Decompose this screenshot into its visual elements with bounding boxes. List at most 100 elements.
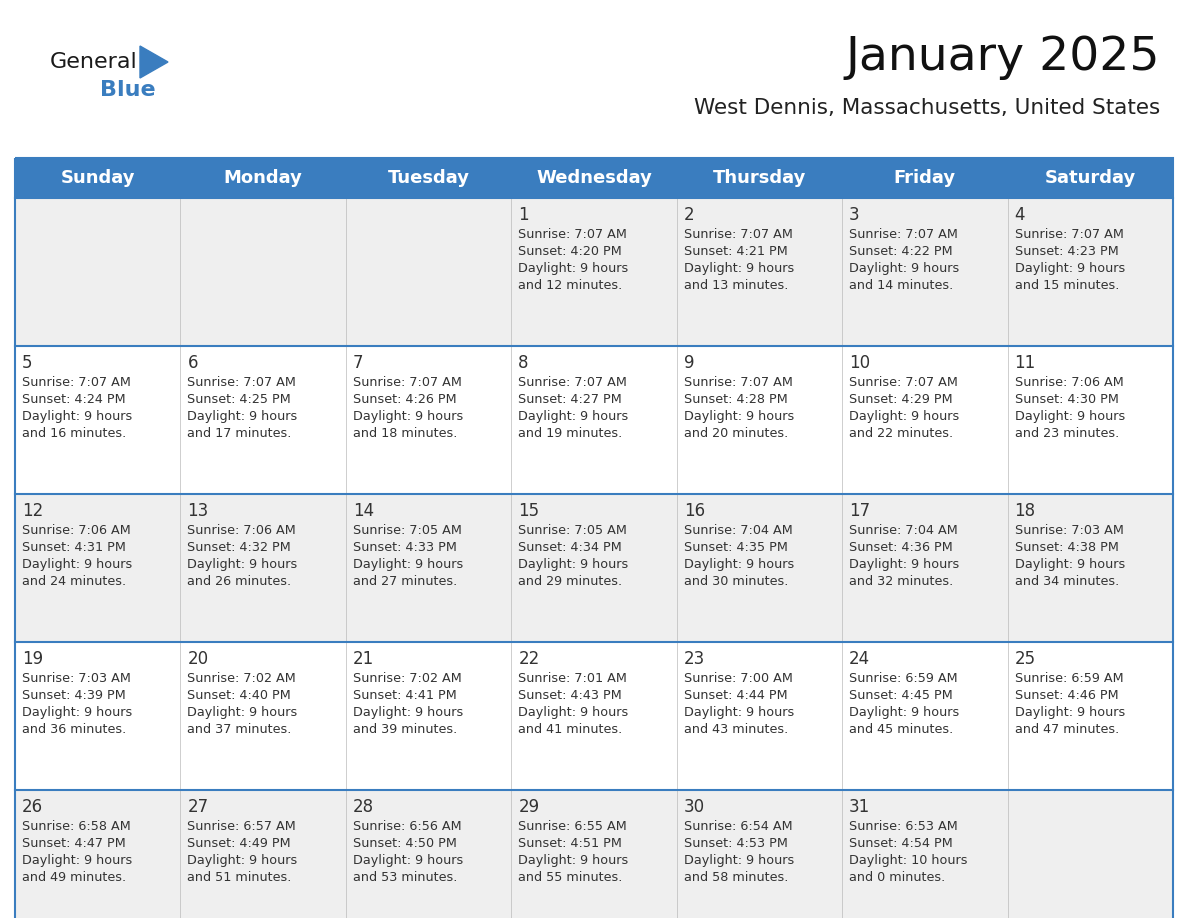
Text: Monday: Monday <box>223 169 303 187</box>
Text: Daylight: 9 hours: Daylight: 9 hours <box>23 706 132 719</box>
Text: Sunrise: 7:06 AM: Sunrise: 7:06 AM <box>23 524 131 537</box>
Text: Daylight: 9 hours: Daylight: 9 hours <box>518 706 628 719</box>
Text: and 37 minutes.: and 37 minutes. <box>188 723 292 736</box>
Text: Daylight: 9 hours: Daylight: 9 hours <box>518 410 628 423</box>
Text: and 17 minutes.: and 17 minutes. <box>188 427 292 440</box>
Text: Thursday: Thursday <box>713 169 807 187</box>
Text: Sunset: 4:31 PM: Sunset: 4:31 PM <box>23 541 126 554</box>
Text: and 30 minutes.: and 30 minutes. <box>684 575 788 588</box>
Text: Sunset: 4:20 PM: Sunset: 4:20 PM <box>518 245 623 258</box>
Text: and 45 minutes.: and 45 minutes. <box>849 723 954 736</box>
Text: and 16 minutes.: and 16 minutes. <box>23 427 126 440</box>
Text: and 39 minutes.: and 39 minutes. <box>353 723 457 736</box>
Text: Sunrise: 6:59 AM: Sunrise: 6:59 AM <box>849 672 958 685</box>
Text: 14: 14 <box>353 502 374 520</box>
Text: Friday: Friday <box>893 169 956 187</box>
Text: Daylight: 9 hours: Daylight: 9 hours <box>353 558 463 571</box>
Text: Sunrise: 7:01 AM: Sunrise: 7:01 AM <box>518 672 627 685</box>
Text: Blue: Blue <box>100 80 156 100</box>
Text: 6: 6 <box>188 354 198 372</box>
Text: Daylight: 10 hours: Daylight: 10 hours <box>849 854 968 867</box>
Text: Sunrise: 7:02 AM: Sunrise: 7:02 AM <box>188 672 296 685</box>
Text: 22: 22 <box>518 650 539 668</box>
Text: Sunrise: 7:04 AM: Sunrise: 7:04 AM <box>684 524 792 537</box>
Text: 5: 5 <box>23 354 32 372</box>
Text: Tuesday: Tuesday <box>387 169 469 187</box>
Text: Daylight: 9 hours: Daylight: 9 hours <box>684 706 794 719</box>
Text: Daylight: 9 hours: Daylight: 9 hours <box>684 558 794 571</box>
Text: Daylight: 9 hours: Daylight: 9 hours <box>684 262 794 275</box>
Text: and 13 minutes.: and 13 minutes. <box>684 279 788 292</box>
Text: 20: 20 <box>188 650 209 668</box>
Text: West Dennis, Massachusetts, United States: West Dennis, Massachusetts, United State… <box>694 98 1159 118</box>
Text: and 24 minutes.: and 24 minutes. <box>23 575 126 588</box>
Text: Sunrise: 7:06 AM: Sunrise: 7:06 AM <box>1015 376 1124 389</box>
Text: Daylight: 9 hours: Daylight: 9 hours <box>188 854 298 867</box>
Text: 31: 31 <box>849 798 871 816</box>
Text: 9: 9 <box>684 354 694 372</box>
Text: and 23 minutes.: and 23 minutes. <box>1015 427 1119 440</box>
Text: Sunrise: 6:54 AM: Sunrise: 6:54 AM <box>684 820 792 833</box>
Text: Daylight: 9 hours: Daylight: 9 hours <box>188 558 298 571</box>
Text: Sunset: 4:27 PM: Sunset: 4:27 PM <box>518 393 623 406</box>
Text: Daylight: 9 hours: Daylight: 9 hours <box>849 706 960 719</box>
Text: Sunset: 4:26 PM: Sunset: 4:26 PM <box>353 393 456 406</box>
Text: Sunset: 4:34 PM: Sunset: 4:34 PM <box>518 541 623 554</box>
Text: 10: 10 <box>849 354 871 372</box>
Text: 27: 27 <box>188 798 209 816</box>
Text: Sunset: 4:46 PM: Sunset: 4:46 PM <box>1015 689 1118 702</box>
Text: Sunrise: 7:07 AM: Sunrise: 7:07 AM <box>849 376 958 389</box>
Text: Sunset: 4:36 PM: Sunset: 4:36 PM <box>849 541 953 554</box>
Text: 18: 18 <box>1015 502 1036 520</box>
Text: Sunset: 4:39 PM: Sunset: 4:39 PM <box>23 689 126 702</box>
Text: 30: 30 <box>684 798 704 816</box>
Text: Sunrise: 7:07 AM: Sunrise: 7:07 AM <box>518 376 627 389</box>
Text: Sunrise: 7:07 AM: Sunrise: 7:07 AM <box>1015 228 1124 241</box>
Text: Sunset: 4:53 PM: Sunset: 4:53 PM <box>684 837 788 850</box>
Text: January 2025: January 2025 <box>846 36 1159 81</box>
Text: Sunday: Sunday <box>61 169 135 187</box>
Text: and 43 minutes.: and 43 minutes. <box>684 723 788 736</box>
Text: and 32 minutes.: and 32 minutes. <box>849 575 954 588</box>
Text: Sunset: 4:23 PM: Sunset: 4:23 PM <box>1015 245 1118 258</box>
Text: Sunset: 4:43 PM: Sunset: 4:43 PM <box>518 689 623 702</box>
Text: Daylight: 9 hours: Daylight: 9 hours <box>1015 706 1125 719</box>
Text: Daylight: 9 hours: Daylight: 9 hours <box>23 558 132 571</box>
Text: Daylight: 9 hours: Daylight: 9 hours <box>23 854 132 867</box>
Bar <box>15 346 1173 494</box>
Text: 2: 2 <box>684 206 694 224</box>
Text: Daylight: 9 hours: Daylight: 9 hours <box>518 558 628 571</box>
Text: and 55 minutes.: and 55 minutes. <box>518 871 623 884</box>
Text: and 41 minutes.: and 41 minutes. <box>518 723 623 736</box>
Text: Daylight: 9 hours: Daylight: 9 hours <box>684 854 794 867</box>
Text: and 0 minutes.: and 0 minutes. <box>849 871 946 884</box>
Text: Sunrise: 7:05 AM: Sunrise: 7:05 AM <box>518 524 627 537</box>
Text: Sunrise: 7:06 AM: Sunrise: 7:06 AM <box>188 524 296 537</box>
Text: Sunset: 4:50 PM: Sunset: 4:50 PM <box>353 837 456 850</box>
Bar <box>15 642 1173 790</box>
Text: Sunrise: 6:55 AM: Sunrise: 6:55 AM <box>518 820 627 833</box>
Text: Daylight: 9 hours: Daylight: 9 hours <box>849 262 960 275</box>
Text: Sunrise: 7:07 AM: Sunrise: 7:07 AM <box>684 228 792 241</box>
Text: Sunset: 4:32 PM: Sunset: 4:32 PM <box>188 541 291 554</box>
Text: Daylight: 9 hours: Daylight: 9 hours <box>188 706 298 719</box>
Text: Sunrise: 6:56 AM: Sunrise: 6:56 AM <box>353 820 461 833</box>
Text: 15: 15 <box>518 502 539 520</box>
Text: Sunrise: 6:59 AM: Sunrise: 6:59 AM <box>1015 672 1123 685</box>
Text: and 26 minutes.: and 26 minutes. <box>188 575 291 588</box>
Text: Sunset: 4:44 PM: Sunset: 4:44 PM <box>684 689 788 702</box>
Text: and 15 minutes.: and 15 minutes. <box>1015 279 1119 292</box>
Text: 12: 12 <box>23 502 43 520</box>
Text: Sunrise: 7:07 AM: Sunrise: 7:07 AM <box>518 228 627 241</box>
Bar <box>15 790 1173 918</box>
Text: Daylight: 9 hours: Daylight: 9 hours <box>1015 262 1125 275</box>
Text: Daylight: 9 hours: Daylight: 9 hours <box>353 854 463 867</box>
Text: Daylight: 9 hours: Daylight: 9 hours <box>518 854 628 867</box>
Text: Sunset: 4:21 PM: Sunset: 4:21 PM <box>684 245 788 258</box>
Text: Daylight: 9 hours: Daylight: 9 hours <box>1015 558 1125 571</box>
Text: Sunset: 4:41 PM: Sunset: 4:41 PM <box>353 689 456 702</box>
Bar <box>15 158 1173 198</box>
Text: and 34 minutes.: and 34 minutes. <box>1015 575 1119 588</box>
Text: Sunrise: 7:02 AM: Sunrise: 7:02 AM <box>353 672 462 685</box>
Bar <box>15 158 1173 918</box>
